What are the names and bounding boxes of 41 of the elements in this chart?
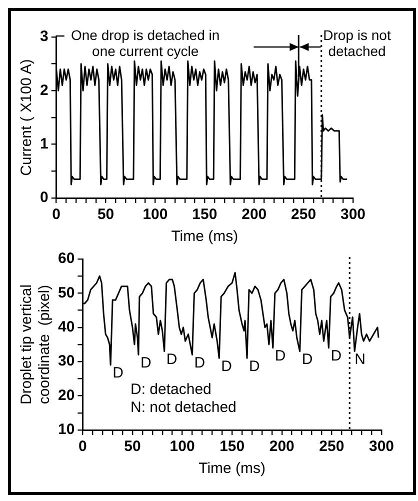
x-axis-title: Time (ms) [171,228,238,246]
y-axis-title: Current ( X100 A) [18,59,36,176]
x-tick-label: 300 [368,438,394,456]
x-tick-label: 150 [192,206,218,224]
y-tick-label: 40 [58,318,75,336]
y-tick-label: 10 [58,421,75,438]
annotation: N [354,350,366,368]
annotation: Drop is not detached [323,26,391,59]
x-tick-label: 200 [269,438,294,456]
y-tick-label: 0 [40,189,48,206]
y-tick-label: 50 [58,284,75,302]
annotation: D [274,348,286,365]
annotation: D [330,348,342,365]
annotation: D [166,350,178,368]
y-tick-label: 30 [58,352,75,370]
x-tick-label: 150 [220,438,245,456]
annotation: D [112,364,124,382]
y-tick-label: 2 [40,82,48,99]
annotation: D: detached [130,381,212,398]
x-axis-title: Time (ms) [198,460,266,478]
x-tick-label: 200 [242,206,267,224]
x-tick-label: 250 [291,206,316,224]
annotation: N: not detached [130,399,236,416]
y-tick-label: 1 [40,135,48,152]
x-tick-label: 0 [78,438,87,456]
x-tick-label: 50 [97,206,114,224]
y-tick-label: 20 [58,386,75,404]
y-tick-label: 3 [40,28,48,46]
y-tick-label: 60 [58,250,75,268]
x-tick-label: 50 [124,438,141,456]
annotation: D [194,354,206,372]
annotation: D [249,358,260,375]
x-tick-label: 100 [142,206,168,224]
annotation: D [302,350,313,368]
annotation: D [221,358,232,375]
y-axis-title: Droplet tip vertical coordinate (pixel) [18,284,54,405]
x-tick-label: 250 [319,438,344,456]
x-tick-label: 300 [340,206,366,224]
annotation: D [140,354,152,372]
annotation: One drop is detached in one current cycle [71,26,220,59]
x-tick-label: 100 [170,438,195,456]
